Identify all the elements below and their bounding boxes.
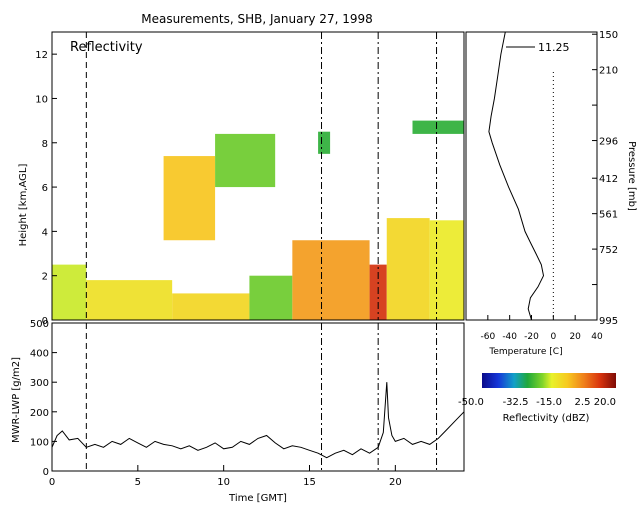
pressure-y-label: Pressure [mb] bbox=[626, 141, 637, 211]
echo-region-3 bbox=[249, 275, 293, 320]
pressure-tick-label: 296 bbox=[599, 137, 618, 148]
lwp-tick-label: 200 bbox=[30, 408, 49, 419]
pressure-tick-label: 752 bbox=[599, 245, 618, 256]
height-tick-label: 0 bbox=[42, 316, 48, 327]
temperature-tick-label: 0 bbox=[550, 332, 556, 342]
height-tick-label: 4 bbox=[42, 227, 48, 238]
pressure-tick-label: 210 bbox=[599, 66, 618, 77]
pressure-tick-label: 412 bbox=[599, 174, 618, 185]
colorbar-tick-label: 20.0 bbox=[594, 397, 616, 408]
echo-region-0 bbox=[52, 264, 87, 320]
pressure-tick-label: 150 bbox=[599, 30, 618, 41]
lwp-line-group bbox=[52, 382, 464, 459]
time-tick-label: 0 bbox=[49, 477, 55, 488]
echo-region-1 bbox=[86, 280, 173, 320]
time-tick-label: 15 bbox=[303, 477, 316, 488]
colorbar-tick-label: -50.0 bbox=[458, 397, 484, 408]
lwp-y-ticks: 0 100 200 300 400 500 bbox=[30, 319, 57, 478]
lwp-frame bbox=[51, 322, 465, 472]
lwp-y-label: MWR-LWP [g/m2] bbox=[11, 357, 22, 443]
echo-region-2 bbox=[172, 293, 250, 320]
time-tick-label: 10 bbox=[217, 477, 230, 488]
echo-region-4 bbox=[292, 240, 370, 320]
temperature-tick-label: -40 bbox=[502, 332, 517, 342]
pressure-tick-label: 995 bbox=[599, 316, 618, 327]
temperature-frame bbox=[465, 31, 598, 321]
lwp-panel: 0 100 200 300 400 500 0 5 10 15 20 MWR-LWP [g/m2]… bbox=[11, 319, 465, 504]
lwp-x-label: Time [GMT] bbox=[228, 493, 287, 504]
time-tick-label: 20 bbox=[389, 477, 402, 488]
temperature-tick-label: 40 bbox=[591, 332, 603, 342]
lwp-x-ticks: 0 5 10 15 20 bbox=[49, 465, 402, 488]
legend-label: 11.25 bbox=[538, 41, 570, 54]
reflectivity-label: Reflectivity bbox=[70, 40, 143, 55]
reflectivity-markers bbox=[85, 32, 438, 320]
height-tick-label: 6 bbox=[42, 183, 48, 194]
lwp-tick-label: 400 bbox=[30, 349, 49, 360]
temperature-line bbox=[488, 32, 545, 320]
reflectivity-echoes bbox=[52, 120, 464, 320]
colorbar-tick-label: 2.5 bbox=[575, 397, 591, 408]
reflectivity-panel: 0 2 4 6 8 10 12 Reflectivity Height [km,AGL] bbox=[18, 31, 465, 327]
height-tick-label: 2 bbox=[42, 272, 48, 283]
colorbar: -50.0 -32.5 -15.0 2.5 20.0 Reflectivity (dBZ… bbox=[458, 373, 616, 424]
lwp-tick-label: 500 bbox=[30, 319, 49, 330]
lwp-tick-label: 0 bbox=[43, 467, 49, 478]
lwp-tick-label: 100 bbox=[30, 437, 49, 448]
time-tick-label: 5 bbox=[135, 477, 141, 488]
reflectivity-frame bbox=[51, 31, 465, 321]
echo-region-8 bbox=[163, 156, 216, 241]
colorbar-tick-label: -15.0 bbox=[536, 397, 562, 408]
lwp-line bbox=[52, 382, 464, 459]
temperature-x-ticks: -60 -40 -20 0 20 40 bbox=[480, 315, 603, 342]
height-tick-label: 12 bbox=[35, 50, 48, 61]
echo-region-9 bbox=[215, 133, 276, 188]
temperature-tick-label: 20 bbox=[569, 332, 581, 342]
reflectivity-y-label: Height [km,AGL] bbox=[18, 164, 29, 247]
colorbar-tick-label: -32.5 bbox=[503, 397, 529, 408]
temperature-tick-label: -60 bbox=[480, 332, 495, 342]
pressure-ticks: 995 752 561 412 296 210 150 bbox=[592, 30, 618, 327]
echo-region-6 bbox=[386, 218, 430, 320]
lwp-markers bbox=[85, 323, 438, 471]
colorbar-ticks: -50.0 -32.5 -15.0 2.5 20.0 bbox=[458, 397, 616, 408]
temperature-line-group bbox=[488, 32, 554, 320]
height-tick-label: 10 bbox=[35, 94, 48, 105]
pressure-tick-label: 561 bbox=[599, 210, 618, 221]
temperature-panel: -60 -40 -20 0 20 40 995 752 561 412 296 210 150 11.… bbox=[465, 30, 637, 357]
echo-region-7 bbox=[429, 220, 464, 320]
temperature-x-label: Temperature [C] bbox=[488, 347, 562, 357]
lwp-tick-label: 300 bbox=[30, 378, 49, 389]
colorbar-gradient bbox=[482, 373, 616, 388]
colorbar-label: Reflectivity (dBZ) bbox=[503, 413, 590, 424]
figure-title: Measurements, SHB, January 27, 1998 bbox=[141, 12, 373, 26]
temperature-tick-label: -20 bbox=[524, 332, 539, 342]
echo-region-11 bbox=[412, 120, 464, 134]
height-tick-label: 8 bbox=[42, 139, 48, 150]
echo-region-10 bbox=[318, 131, 331, 154]
